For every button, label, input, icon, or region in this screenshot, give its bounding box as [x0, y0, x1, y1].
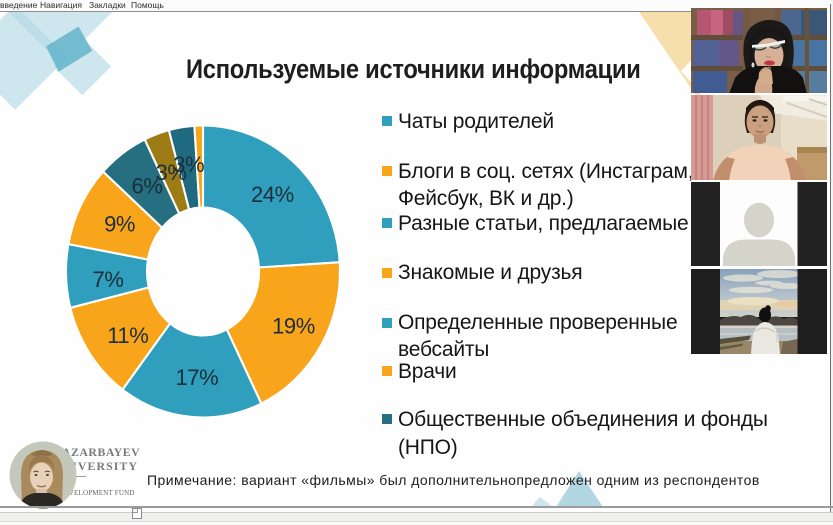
svg-text:19%: 19% [272, 314, 315, 339]
svg-text:24%: 24% [251, 182, 294, 207]
svg-text:17%: 17% [175, 365, 218, 390]
svg-text:6%: 6% [132, 174, 163, 199]
svg-text:7%: 7% [93, 267, 124, 292]
svg-text:3%: 3% [156, 160, 187, 185]
svg-text:11%: 11% [107, 323, 148, 348]
svg-text:9%: 9% [104, 211, 135, 236]
svg-text:3%: 3% [173, 152, 204, 177]
